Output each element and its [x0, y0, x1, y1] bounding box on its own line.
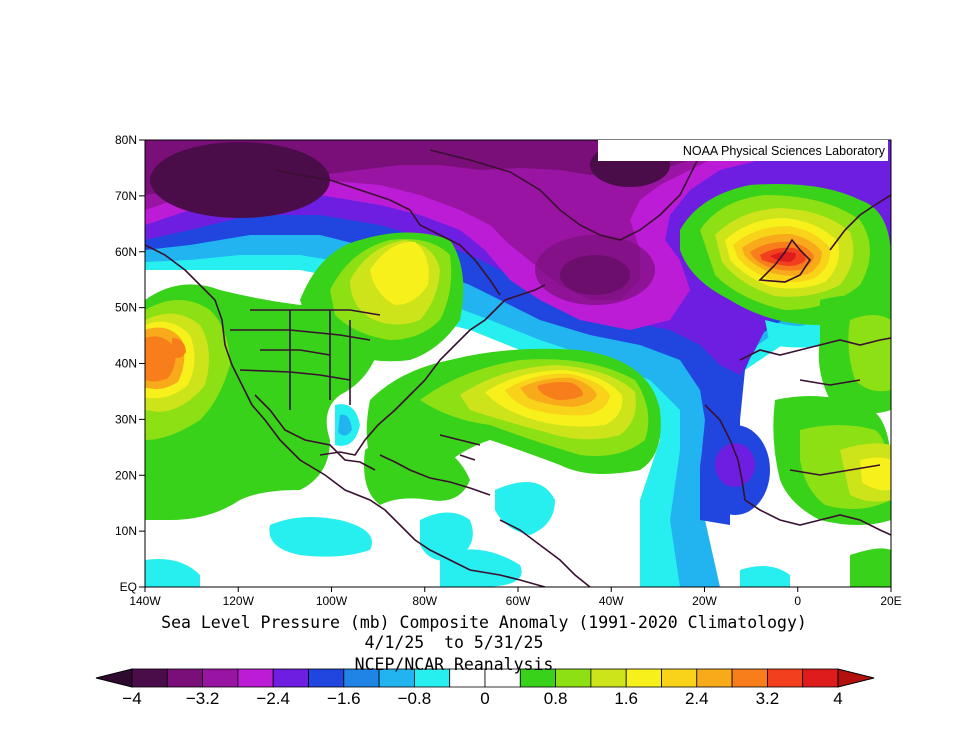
credit-label: NOAA Physical Sciences Laboratory — [683, 144, 886, 158]
colorbar-label: −2.4 — [256, 689, 290, 708]
lat-tick-label: 10N — [115, 524, 137, 538]
colorbar-label: 4 — [833, 689, 842, 708]
colorbar: −4 −3.2 −2.4 −1.6 −0.8 0 0.8 1.6 2.4 3.2 4 — [95, 668, 875, 708]
colorbar-label: 1.6 — [614, 689, 638, 708]
date-range: 4/1/25 to 5/31/25 — [364, 633, 544, 652]
lat-tick-label: 50N — [115, 301, 137, 315]
latitude-axis: 80N 70N 60N 50N 40N 30N 20N 10N EQ — [115, 133, 145, 594]
colorbar-label: 0.8 — [544, 689, 568, 708]
lon-tick-label: 40W — [599, 594, 624, 608]
lon-tick-label: 140W — [129, 594, 161, 608]
lat-tick-label: 60N — [115, 245, 137, 259]
lat-tick-label: EQ — [120, 580, 137, 594]
colorbar-label: −4 — [122, 689, 141, 708]
colorbar-high-cap — [837, 668, 875, 688]
colorbar-label: 2.4 — [685, 689, 709, 708]
credit-box — [598, 140, 888, 161]
lon-tick-label: 20W — [692, 594, 717, 608]
lat-tick-label: 70N — [115, 189, 137, 203]
lat-tick-label: 20N — [115, 468, 137, 482]
coastlines — [145, 140, 891, 587]
anomaly-field — [145, 140, 891, 587]
lat-tick-label: 40N — [115, 357, 137, 371]
lon-tick-label: 20E — [880, 594, 901, 608]
lon-tick-label: 0 — [794, 594, 801, 608]
lon-tick-label: 100W — [316, 594, 348, 608]
figure-title: Sea Level Pressure (mb) Composite Anomal… — [161, 613, 807, 632]
colorbar-label: 0 — [480, 689, 489, 708]
lat-tick-label: 30N — [115, 412, 137, 426]
lat-tick-label: 80N — [115, 133, 137, 147]
colorbar-label: −1.6 — [327, 689, 361, 708]
lon-tick-label: 120W — [223, 594, 255, 608]
dataset-label: NCEP/NCAR Reanalysis — [354, 655, 554, 674]
colorbar-label: −0.8 — [398, 689, 432, 708]
longitude-axis: 140W 120W 100W 80W 60W 40W 20W 0 20E — [129, 587, 902, 608]
colorbar-label: −3.2 — [186, 689, 220, 708]
colorbar-label: 3.2 — [756, 689, 780, 708]
lon-tick-label: 80W — [412, 594, 437, 608]
lon-tick-label: 60W — [506, 594, 531, 608]
